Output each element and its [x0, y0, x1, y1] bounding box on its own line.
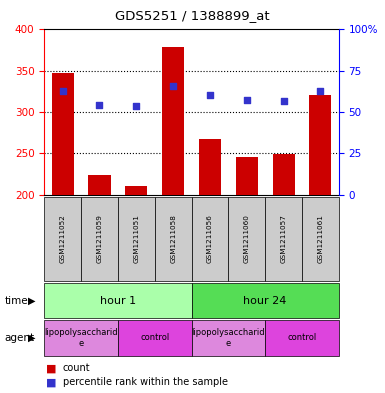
Text: ■: ■ — [46, 377, 57, 387]
Bar — [89, 175, 110, 195]
Text: lipopolysaccharid
e: lipopolysaccharid e — [192, 328, 265, 348]
Bar — [192, 283, 339, 318]
Bar — [125, 186, 147, 195]
Bar — [192, 320, 265, 356]
Bar — [228, 196, 265, 281]
Bar — [310, 95, 331, 195]
Bar — [118, 320, 192, 356]
Text: lipopolysaccharid
e: lipopolysaccharid e — [44, 328, 118, 348]
Text: GDS5251 / 1388899_at: GDS5251 / 1388899_at — [115, 9, 270, 22]
Text: GSM1211058: GSM1211058 — [170, 214, 176, 263]
Point — [207, 92, 213, 98]
Bar — [265, 320, 339, 356]
Text: GSM1211052: GSM1211052 — [60, 214, 66, 263]
Bar — [118, 196, 155, 281]
Text: GSM1211060: GSM1211060 — [244, 214, 250, 263]
Bar — [81, 196, 118, 281]
Text: agent: agent — [5, 333, 35, 343]
Bar — [236, 157, 258, 195]
Text: GSM1211057: GSM1211057 — [281, 214, 286, 263]
Point — [244, 96, 250, 103]
Point — [133, 103, 139, 109]
Text: hour 1: hour 1 — [100, 296, 136, 306]
Point — [170, 83, 176, 89]
Bar — [265, 196, 302, 281]
Bar — [52, 73, 74, 195]
Text: GSM1211051: GSM1211051 — [133, 214, 139, 263]
Text: percentile rank within the sample: percentile rank within the sample — [63, 377, 228, 387]
Text: ▶: ▶ — [28, 296, 35, 306]
Bar — [273, 154, 295, 195]
Bar — [44, 196, 81, 281]
Text: GSM1211059: GSM1211059 — [97, 214, 102, 263]
Bar — [302, 196, 339, 281]
Bar — [199, 139, 221, 195]
Point — [317, 88, 323, 94]
Text: ■: ■ — [46, 363, 57, 373]
Text: control: control — [287, 334, 316, 342]
Bar — [155, 196, 192, 281]
Point — [281, 98, 287, 105]
Text: GSM1211056: GSM1211056 — [207, 214, 213, 263]
Point — [96, 102, 102, 108]
Text: time: time — [5, 296, 28, 306]
Text: hour 24: hour 24 — [243, 296, 287, 306]
Text: count: count — [63, 363, 90, 373]
Bar — [44, 320, 118, 356]
Text: control: control — [140, 334, 169, 342]
Text: ▶: ▶ — [28, 333, 35, 343]
Text: GSM1211061: GSM1211061 — [317, 214, 323, 263]
Bar — [162, 47, 184, 195]
Bar — [192, 196, 228, 281]
Point — [60, 88, 66, 94]
Bar — [44, 283, 192, 318]
